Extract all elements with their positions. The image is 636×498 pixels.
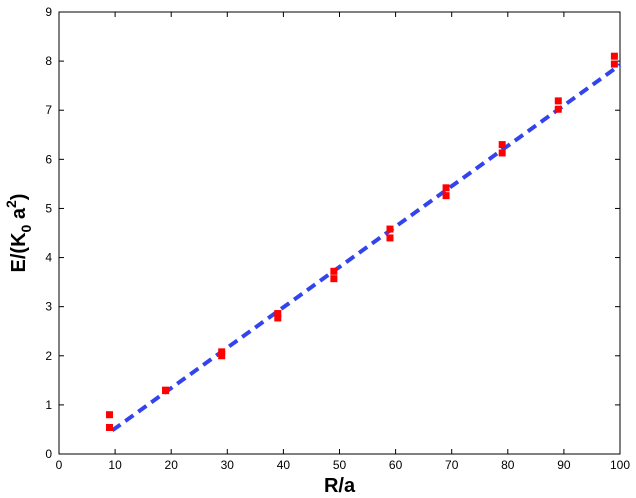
y-tick-label: 1	[45, 398, 52, 412]
data-point	[218, 348, 226, 356]
data-point	[610, 52, 618, 60]
data-point	[554, 97, 562, 105]
data-point	[610, 60, 618, 68]
data-point	[330, 267, 338, 275]
data-point	[554, 105, 562, 113]
y-tick-label: 0	[45, 447, 52, 461]
x-tick-label: 20	[165, 458, 179, 472]
plot-series	[105, 52, 622, 433]
data-point	[442, 192, 450, 200]
y-axis: 0 1 2 3 4 5 6 7 8 9	[45, 5, 620, 461]
y-tick-label: 7	[45, 103, 52, 117]
x-tick-label: 50	[333, 458, 347, 472]
y-tick-label: 5	[45, 201, 52, 215]
y-tick-label: 9	[45, 5, 52, 19]
plot-area	[58, 11, 621, 455]
x-tick-label: 90	[557, 458, 571, 472]
data-point	[498, 149, 506, 157]
data-point	[498, 141, 506, 149]
data-point	[386, 234, 394, 242]
x-tick-label: 0	[56, 458, 63, 472]
data-point	[274, 314, 282, 322]
y-axis-label: E/(K0 a2)	[3, 194, 34, 273]
y-tick-label: 4	[45, 251, 52, 265]
y-tick-label: 2	[45, 349, 52, 363]
data-point	[386, 225, 394, 233]
data-point	[105, 411, 113, 419]
x-tick-label: 60	[389, 458, 403, 472]
data-point	[274, 310, 282, 318]
x-axis-label: R/a	[324, 475, 356, 497]
x-tick-label: 70	[445, 458, 459, 472]
x-tick-label: 10	[108, 458, 122, 472]
x-tick-label: 100	[610, 458, 630, 472]
data-point	[105, 423, 113, 431]
y-tick-label: 6	[45, 152, 52, 166]
x-tick-label: 80	[501, 458, 515, 472]
y-tick-label: 8	[45, 54, 52, 68]
data-point	[330, 275, 338, 283]
data-point	[218, 352, 226, 360]
x-tick-label: 30	[221, 458, 235, 472]
data-point	[442, 184, 450, 192]
y-tick-label: 3	[45, 300, 52, 314]
data-point	[162, 387, 170, 395]
fit-line	[111, 63, 622, 433]
x-axis: 0 10 20 30 40 50 60 70 80 90 100	[56, 12, 630, 472]
x-tick-label: 40	[277, 458, 291, 472]
